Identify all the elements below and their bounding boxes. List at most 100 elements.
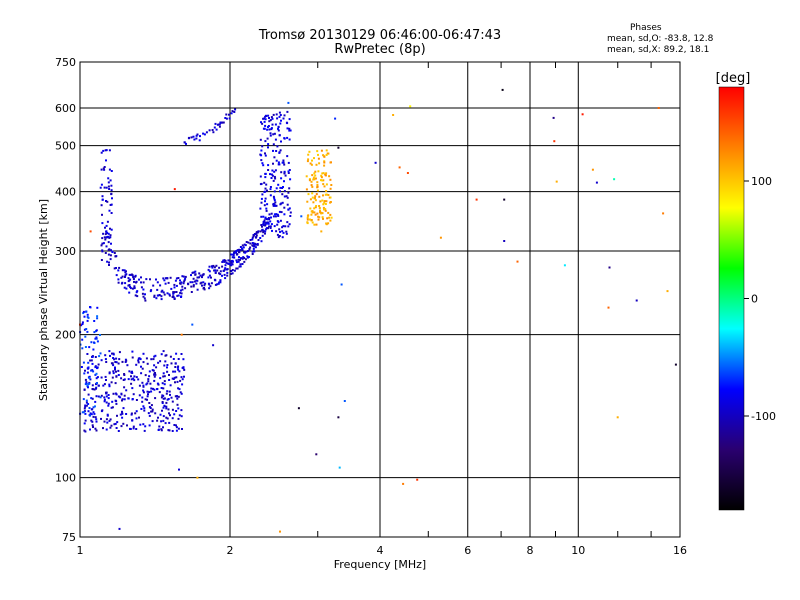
data-point [319, 200, 322, 203]
data-point [81, 321, 84, 324]
data-point [285, 230, 288, 233]
data-point [82, 312, 85, 315]
data-point [100, 394, 103, 397]
data-point [103, 186, 106, 189]
data-point [213, 126, 216, 129]
data-point [160, 295, 163, 298]
data-point [209, 285, 212, 288]
data-point [137, 361, 140, 364]
data-point [95, 337, 98, 340]
data-point [165, 416, 168, 419]
data-point [320, 179, 322, 182]
data-point [273, 175, 276, 178]
data-point [235, 259, 238, 262]
data-point [167, 281, 170, 284]
data-point [154, 373, 157, 376]
data-point [120, 377, 123, 380]
data-point [135, 428, 138, 430]
data-point [115, 361, 118, 364]
data-point [286, 155, 289, 158]
data-point [109, 236, 112, 239]
data-point [83, 422, 86, 425]
data-point [267, 169, 270, 171]
data-point [221, 274, 223, 277]
data-point [114, 382, 117, 385]
data-point [190, 136, 193, 139]
data-point [267, 164, 270, 167]
data-point [318, 216, 321, 219]
data-point [278, 228, 281, 231]
data-point [274, 169, 277, 172]
data-point [102, 167, 105, 170]
data-point [284, 174, 287, 177]
data-point [275, 150, 278, 152]
data-point [144, 398, 147, 401]
data-point [313, 178, 316, 181]
data-point [110, 228, 113, 231]
data-point [203, 133, 206, 136]
data-point [280, 211, 283, 214]
data-point [283, 195, 286, 198]
data-point [214, 122, 217, 125]
data-point [148, 375, 151, 378]
data-point [281, 236, 284, 239]
data-point [218, 123, 221, 126]
data-point [160, 428, 163, 431]
data-point [318, 162, 321, 165]
data-point [225, 113, 228, 116]
data-point [285, 232, 288, 235]
data-point [165, 401, 168, 404]
data-point [324, 208, 327, 211]
plot-frame [79, 61, 681, 538]
data-point [180, 295, 183, 298]
data-point [187, 137, 190, 140]
data-point [137, 378, 140, 381]
data-point [83, 407, 86, 410]
data-point [100, 376, 103, 379]
data-point [251, 250, 254, 253]
data-point [190, 274, 192, 277]
y-tick-label: 600 [55, 102, 76, 115]
data-point [261, 229, 264, 232]
data-point [265, 227, 268, 230]
data-point [330, 184, 333, 186]
data-point [313, 157, 315, 160]
data-point [310, 163, 313, 166]
data-point [181, 378, 184, 381]
data-point [143, 409, 146, 412]
data-point [100, 417, 102, 420]
data-point [118, 351, 121, 354]
data-point [110, 381, 113, 384]
data-point [101, 213, 103, 216]
data-point [279, 149, 282, 152]
data-point [119, 396, 122, 399]
data-point [146, 390, 149, 393]
data-point [180, 333, 183, 336]
data-point [329, 201, 332, 203]
data-point [163, 383, 166, 386]
data-point [289, 211, 292, 214]
data-point [84, 405, 87, 408]
data-point [259, 175, 262, 178]
data-point [153, 373, 156, 376]
data-point [269, 220, 272, 223]
data-point [203, 284, 206, 287]
data-point [323, 161, 326, 164]
data-point [103, 420, 106, 423]
data-point [581, 113, 584, 116]
data-point [172, 358, 175, 360]
data-point [118, 266, 121, 269]
data-point [180, 376, 183, 379]
data-point [260, 224, 263, 226]
data-point [310, 180, 313, 183]
data-point [289, 129, 292, 132]
data-point [150, 410, 153, 413]
data-point [108, 209, 111, 212]
data-point [141, 400, 144, 403]
data-point [265, 209, 268, 212]
data-point [307, 193, 310, 196]
data-point [252, 234, 255, 237]
data-point [277, 161, 280, 164]
data-point [253, 243, 255, 245]
data-point [175, 410, 178, 412]
